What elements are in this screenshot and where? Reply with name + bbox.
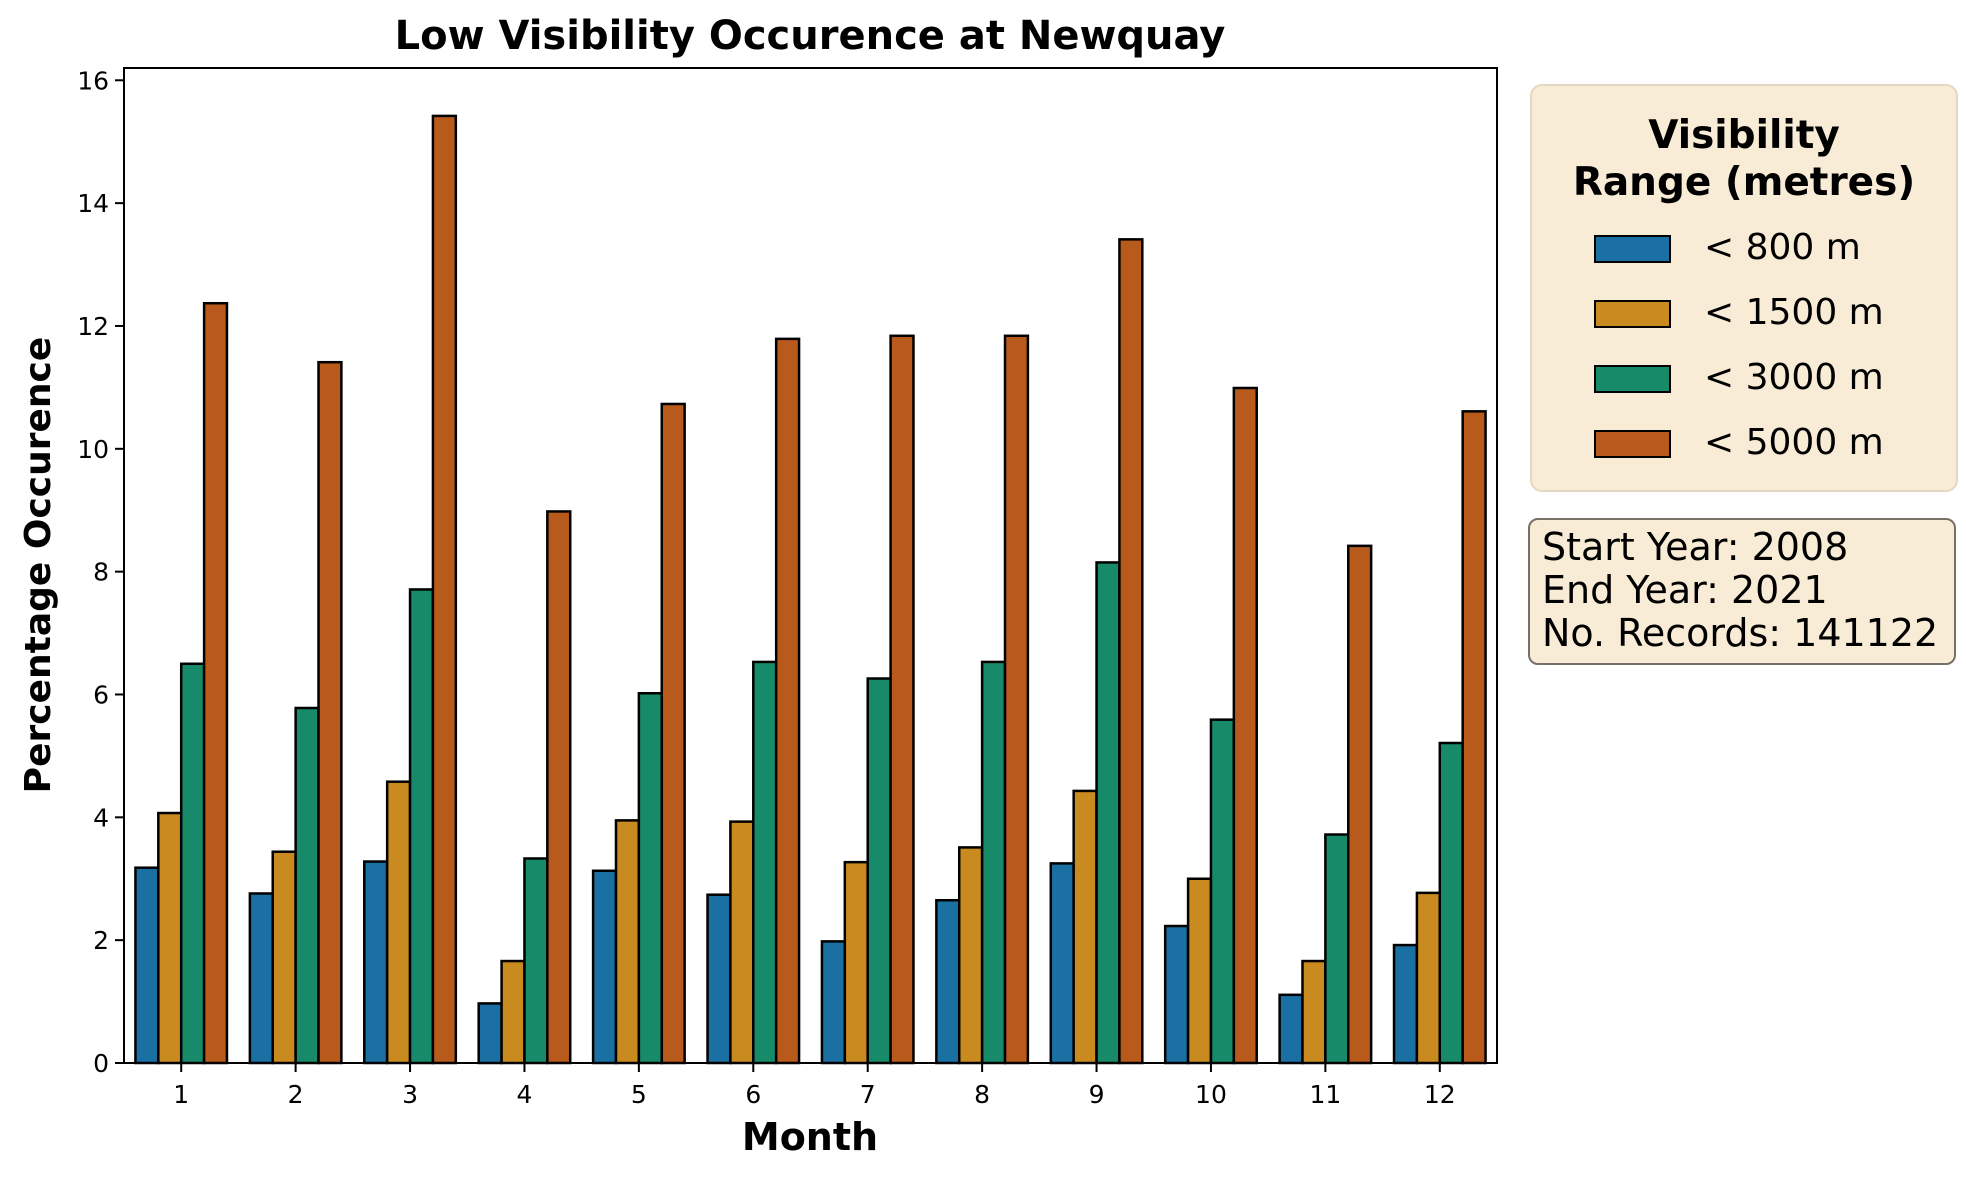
bar-month-4-series-3 [523, 857, 549, 1065]
bar-month-7-series-3 [866, 677, 892, 1065]
bar-month-12-series-1 [1392, 943, 1419, 1065]
bar-month-1-series-2 [157, 811, 183, 1065]
bar-month-5-series-2 [614, 819, 641, 1065]
x-tick-label: 9 [1089, 1080, 1105, 1109]
bar-month-4-series-4 [546, 510, 572, 1065]
records-count-text: No. Records: 141122 [1542, 611, 1939, 655]
bar-month-2-series-3 [294, 706, 320, 1065]
bar-month-10-series-3 [1209, 718, 1236, 1065]
bar-month-6-series-2 [729, 820, 755, 1065]
y-tick-label: 12 [77, 312, 109, 341]
bars-layer [134, 114, 1487, 1065]
legend-title: Visibility Range (metres) [1532, 112, 1956, 206]
y-tick-label: 6 [93, 680, 109, 709]
end-year-text: End Year: 2021 [1542, 568, 1828, 612]
bar-month-3-series-4 [431, 114, 458, 1065]
legend-swatch [1594, 235, 1671, 263]
bar-month-6-series-1 [706, 893, 732, 1065]
x-tick-label: 11 [1309, 1080, 1341, 1109]
y-tick-label: 14 [77, 189, 109, 218]
bar-month-9-series-2 [1072, 789, 1098, 1065]
start-year-text: Start Year: 2008 [1542, 525, 1849, 569]
x-tick-label: 6 [745, 1080, 761, 1109]
bar-month-1-series-1 [134, 866, 160, 1065]
bar-month-7-series-4 [889, 334, 915, 1065]
x-tick-label: 12 [1424, 1080, 1456, 1109]
legend-label: < 5000 m [1704, 422, 1884, 463]
bar-month-11-series-4 [1347, 544, 1373, 1065]
legend-title-line-2: Range (metres) [1572, 160, 1916, 205]
x-tick-label: 3 [402, 1080, 418, 1109]
legend-swatch [1594, 300, 1671, 328]
legend-swatch [1594, 365, 1671, 393]
bar-month-4-series-1 [477, 1002, 503, 1065]
bar-month-7-series-1 [820, 940, 847, 1065]
bar-month-4-series-2 [500, 959, 526, 1065]
legend-swatch [1594, 430, 1671, 458]
x-tick-label: 7 [860, 1080, 876, 1109]
dataset-info-box: Start Year: 2008 End Year: 2021 No. Reco… [1528, 518, 1956, 665]
legend-label: < 1500 m [1704, 292, 1884, 333]
bar-month-10-series-1 [1163, 924, 1190, 1065]
bar-month-10-series-4 [1232, 386, 1258, 1065]
bar-month-11-series-1 [1278, 993, 1304, 1065]
y-tick-label: 4 [93, 803, 109, 832]
bar-month-11-series-3 [1324, 833, 1350, 1065]
bar-month-12-series-2 [1415, 891, 1442, 1065]
y-tick-label: 8 [93, 558, 109, 587]
y-axis-label: Percentage Occurence [18, 337, 59, 794]
bar-month-2-series-2 [271, 850, 297, 1065]
x-tick-label: 2 [288, 1080, 304, 1109]
y-tick-label: 2 [93, 926, 109, 955]
x-tick-label: 8 [974, 1080, 990, 1109]
x-tick-label: 5 [631, 1080, 647, 1109]
bar-month-5-series-4 [660, 402, 686, 1065]
x-tick-label: 4 [517, 1080, 533, 1109]
bar-month-9-series-3 [1095, 561, 1121, 1065]
bar-month-5-series-1 [591, 869, 618, 1065]
bar-month-8-series-3 [980, 660, 1007, 1065]
bar-month-2-series-4 [317, 360, 343, 1065]
y-tick-label: 16 [77, 66, 109, 95]
bar-month-3-series-2 [385, 780, 412, 1065]
legend-label: < 3000 m [1704, 357, 1884, 398]
legend-label: < 800 m [1704, 227, 1861, 268]
bar-month-9-series-4 [1118, 238, 1144, 1065]
bar-month-3-series-3 [408, 588, 435, 1065]
bar-month-8-series-1 [935, 898, 961, 1065]
bar-month-6-series-4 [774, 337, 801, 1065]
bar-month-1-series-4 [202, 301, 229, 1065]
bar-month-2-series-1 [248, 892, 274, 1065]
plot-frame [123, 67, 1498, 1064]
y-tick-label: 10 [77, 435, 109, 464]
bar-month-5-series-3 [637, 692, 664, 1065]
bar-month-12-series-4 [1461, 410, 1487, 1065]
bar-month-7-series-2 [843, 860, 869, 1065]
x-tick-label: 1 [173, 1080, 189, 1109]
legend: Visibility Range (metres) < 800 m < 1500… [1530, 84, 1958, 492]
bar-month-1-series-3 [179, 662, 206, 1065]
x-axis: 1 2 3 4 5 6 7 8 9 10 11 12 [173, 1063, 1456, 1109]
bar-month-11-series-2 [1301, 959, 1327, 1065]
bar-month-8-series-4 [1003, 334, 1030, 1065]
bar-month-8-series-2 [957, 846, 984, 1065]
y-tick-label: 0 [93, 1049, 109, 1078]
bar-month-10-series-2 [1186, 877, 1213, 1065]
bar-month-3-series-1 [363, 860, 389, 1065]
bar-month-9-series-1 [1049, 862, 1075, 1065]
y-axis: 0 2 4 6 8 10 12 14 16 [77, 66, 124, 1078]
x-tick-label: 10 [1195, 1080, 1227, 1109]
x-axis-label: Month [742, 1115, 878, 1159]
chart-title: Low Visibility Occurence at Newquay [395, 13, 1226, 59]
bar-month-12-series-3 [1438, 741, 1464, 1065]
legend-title-line-1: Visibility [1648, 113, 1840, 158]
bar-month-6-series-3 [752, 660, 778, 1065]
